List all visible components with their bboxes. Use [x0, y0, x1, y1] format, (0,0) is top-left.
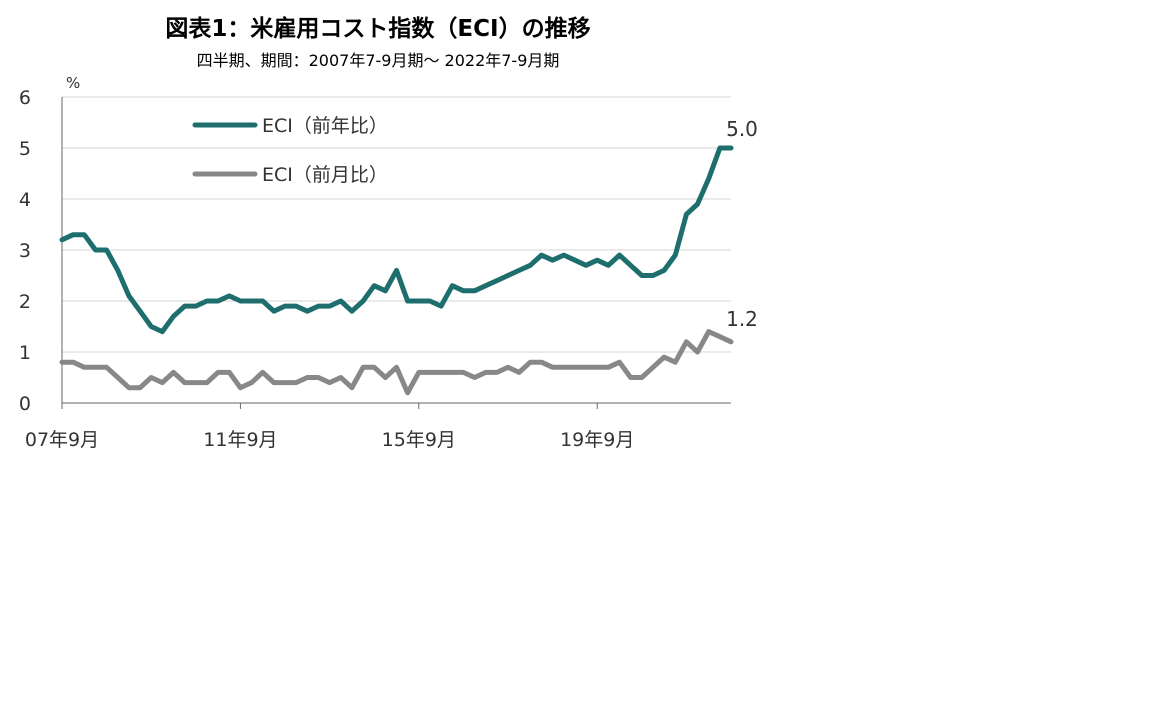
legend-label-mom: ECI（前月比）: [262, 164, 388, 186]
series-line-yoy: [59, 145, 734, 335]
y-axis-ticks: 0 1 2 3 4 5 6: [19, 87, 31, 415]
gridlines: [62, 96, 731, 353]
legend-label-yoy: ECI（前年比）: [262, 115, 388, 137]
y-tick-label: 2: [19, 291, 31, 313]
x-tick-label: 11年9月: [203, 429, 277, 451]
x-tick-label: 19年9月: [560, 429, 634, 451]
end-label-mom: 1.2: [726, 307, 758, 331]
y-tick-label: 4: [19, 189, 31, 211]
x-tick-label: 15年9月: [382, 429, 456, 451]
end-label-yoy: 5.0: [726, 117, 758, 141]
chart-subtitle: 四半期、期間：2007年7-9月期～ 2022年7-9月期: [197, 51, 560, 70]
series-line-mom: [59, 329, 734, 396]
y-tick-label: 1: [19, 342, 31, 364]
x-tick-label: 07年9月: [25, 429, 99, 451]
series-lines: [59, 145, 734, 396]
y-tick-label: 3: [19, 240, 31, 262]
y-axis-unit: %: [66, 74, 80, 92]
x-axis-ticks: 07年9月 11年9月 15年9月 19年9月: [25, 403, 634, 451]
y-tick-label: 0: [19, 393, 31, 415]
y-tick-label: 6: [19, 87, 31, 109]
y-tick-label: 5: [19, 138, 31, 160]
legend: ECI（前年比） ECI（前月比）: [192, 115, 388, 186]
chart-title: 図表1：米雇用コスト指数（ECI）の推移: [165, 15, 590, 42]
